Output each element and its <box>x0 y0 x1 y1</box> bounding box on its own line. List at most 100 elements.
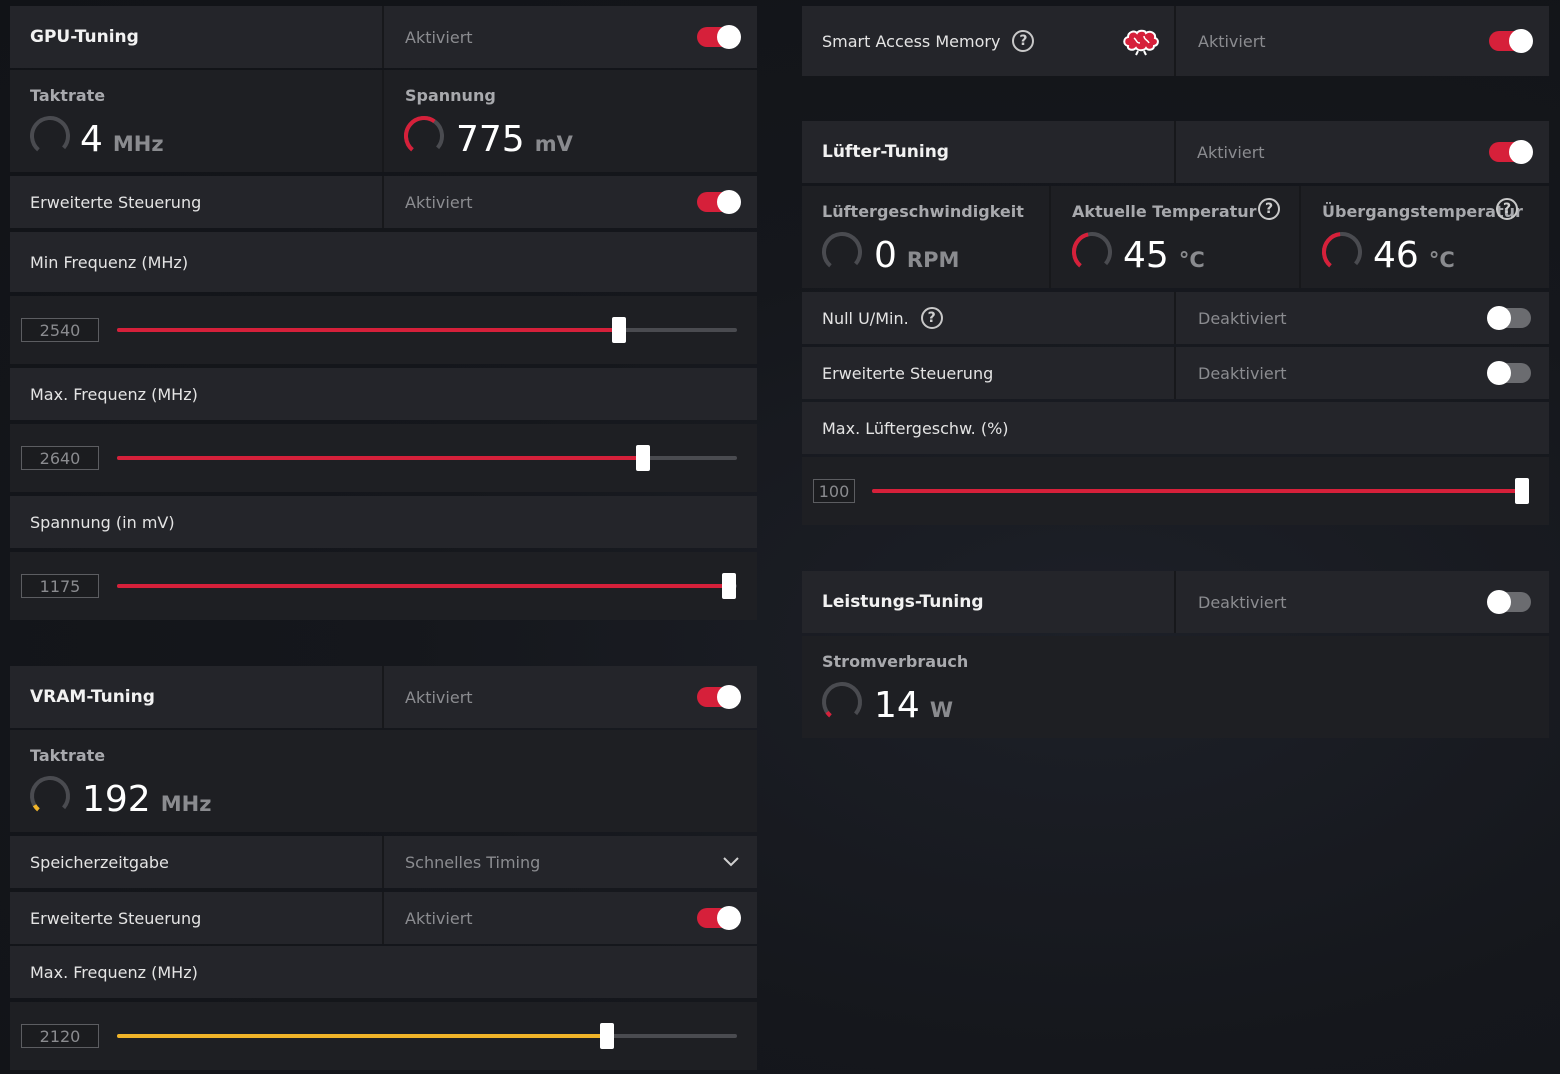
max-fan-speed-label: Max. Lüftergeschw. (%) <box>822 418 1009 438</box>
vram-tuning-status: Aktiviert <box>405 687 473 707</box>
vram-clock-label: Taktrate <box>30 746 106 765</box>
gpu-voltage-input[interactable]: 1175 <box>21 574 99 598</box>
gpu-voltage-label: Spannung <box>405 86 496 105</box>
max-fan-speed-slider-row: 100 <box>802 457 1549 525</box>
gpu-clock-value: 4 <box>80 119 103 160</box>
gpu-voltage-gauge <box>404 116 444 156</box>
gpu-min-freq-thumb[interactable] <box>612 317 627 343</box>
gpu-tuning-status: Aktiviert <box>405 27 473 47</box>
junction-temp-unit: °C <box>1428 248 1455 272</box>
vram-advanced-status: Aktiviert <box>405 908 473 928</box>
fan-advanced-status: Deaktiviert <box>1198 363 1287 383</box>
gpu-voltage-setting-label: Spannung (in mV) <box>30 512 175 532</box>
help-icon[interactable]: ? <box>920 307 943 329</box>
power-tuning-title: Leistungs-Tuning <box>822 592 984 612</box>
gpu-advanced-toggle[interactable] <box>697 190 741 214</box>
vram-advanced-toggle[interactable] <box>697 906 741 930</box>
fan-tuning-toggle[interactable] <box>1489 140 1533 164</box>
fan-speed-value: 0 <box>874 235 897 276</box>
vram-max-freq-thumb[interactable] <box>599 1023 614 1049</box>
zero-rpm-status: Deaktiviert <box>1198 308 1287 328</box>
zero-rpm-label: Null U/Min. <box>822 308 909 328</box>
help-icon[interactable]: ? <box>1496 198 1518 220</box>
gpu-min-freq-label: Min Frequenz (MHz) <box>30 252 189 272</box>
smart-access-memory-toggle[interactable] <box>1489 29 1533 53</box>
gpu-clock-metric: 4 MHz <box>80 122 164 158</box>
current-temp-metric: 45 °C <box>1123 238 1205 274</box>
gpu-voltage-thumb[interactable] <box>721 573 736 599</box>
vram-max-freq-input[interactable]: 2120 <box>21 1024 99 1048</box>
vram-timing-dropdown[interactable]: Schnelles Timing <box>384 836 757 888</box>
junction-temp-label: Übergangstemperatur <box>1322 202 1523 221</box>
vram-timing-value: Schnelles Timing <box>405 852 541 872</box>
gpu-metrics-row: Taktrate 4 MHz Spannung 775 mV <box>10 70 757 172</box>
max-fan-speed-label-row: Max. Lüftergeschw. (%) <box>802 402 1549 454</box>
gpu-min-freq-slider-row: 2540 <box>10 296 757 364</box>
power-draw-value: 14 <box>874 685 920 726</box>
current-temp-value: 45 <box>1123 235 1169 276</box>
fan-advanced-label: Erweiterte Steuerung <box>822 363 994 383</box>
help-icon[interactable]: ? <box>1258 198 1280 220</box>
gpu-tuning-toggle[interactable] <box>697 25 741 49</box>
junction-temp-value: 46 <box>1373 235 1419 276</box>
gpu-max-freq-input[interactable]: 2640 <box>21 446 99 470</box>
junction-temp-metric: 46 °C <box>1373 238 1455 274</box>
power-draw-unit: W <box>929 698 953 722</box>
fan-advanced-row: Erweiterte Steuerung Deaktiviert <box>802 347 1549 399</box>
gpu-voltage-slider[interactable] <box>117 573 737 599</box>
vram-timing-row: Speicherzeitgabe Schnelles Timing <box>10 836 757 888</box>
power-draw-gauge <box>822 682 862 722</box>
gpu-tuning-title: GPU-Tuning <box>30 27 139 47</box>
gpu-max-freq-thumb[interactable] <box>635 445 650 471</box>
gpu-advanced-label: Erweiterte Steuerung <box>30 192 202 212</box>
junction-temp-gauge <box>1322 232 1362 272</box>
max-fan-speed-thumb[interactable] <box>1515 478 1529 504</box>
fan-tuning-header: Lüfter-Tuning Aktiviert <box>802 121 1549 183</box>
help-icon[interactable]: ? <box>1012 30 1035 52</box>
zero-rpm-row: Null U/Min. ? Deaktiviert <box>802 292 1549 344</box>
fan-advanced-toggle[interactable] <box>1487 361 1531 385</box>
gpu-max-freq-slider-row: 2640 <box>10 424 757 492</box>
smart-access-memory-label: Smart Access Memory <box>822 31 1001 51</box>
gpu-min-freq-input[interactable]: 2540 <box>21 318 99 342</box>
gpu-min-freq-slider[interactable] <box>117 317 737 343</box>
gpu-clock-unit: MHz <box>112 132 164 156</box>
max-fan-speed-slider[interactable] <box>872 478 1529 504</box>
vram-clock-value: 192 <box>82 779 151 820</box>
zero-rpm-toggle[interactable] <box>1487 306 1531 330</box>
power-draw-label: Stromverbrauch <box>822 652 969 671</box>
vram-max-freq-slider-row: 2120 <box>10 1002 757 1070</box>
chevron-down-icon <box>723 857 739 867</box>
vram-max-freq-slider[interactable] <box>117 1023 737 1049</box>
max-fan-speed-input[interactable]: 100 <box>813 479 855 503</box>
gpu-voltage-slider-row: 1175 <box>10 552 757 620</box>
brain-icon <box>1123 29 1159 56</box>
vram-clock-gauge <box>29 776 70 816</box>
gpu-advanced-row: Erweiterte Steuerung Aktiviert <box>10 176 757 228</box>
gpu-voltage-unit: mV <box>534 132 573 156</box>
vram-max-freq-label-row: Max. Frequenz (MHz) <box>10 946 757 998</box>
fan-tuning-status: Aktiviert <box>1197 142 1265 162</box>
power-draw-metric: 14 W <box>874 688 953 724</box>
power-tuning-toggle[interactable] <box>1487 590 1531 614</box>
vram-advanced-row: Erweiterte Steuerung Aktiviert <box>10 892 757 944</box>
smart-access-memory-status: Aktiviert <box>1198 31 1266 51</box>
gpu-clock-label: Taktrate <box>30 86 106 105</box>
gpu-max-freq-slider[interactable] <box>117 445 737 471</box>
vram-advanced-label: Erweiterte Steuerung <box>30 908 202 928</box>
current-temp-unit: °C <box>1178 248 1205 272</box>
gpu-voltage-metric: 775 mV <box>456 122 573 158</box>
gpu-voltage-value: 775 <box>456 119 525 160</box>
gpu-max-freq-label: Max. Frequenz (MHz) <box>30 384 198 404</box>
fan-speed-unit: RPM <box>906 248 960 272</box>
gpu-min-freq-label-row: Min Frequenz (MHz) <box>10 232 757 292</box>
vram-tuning-toggle[interactable] <box>697 685 741 709</box>
fan-speed-gauge <box>822 232 862 272</box>
vram-metrics-row: Taktrate 192 MHz <box>10 730 757 832</box>
power-tuning-header: Leistungs-Tuning Deaktiviert <box>802 571 1549 633</box>
smart-access-memory-row: Smart Access Memory ? Aktiviert <box>802 6 1549 76</box>
vram-tuning-header: VRAM-Tuning Aktiviert <box>10 666 757 728</box>
gpu-clock-gauge <box>29 116 70 156</box>
vram-timing-label: Speicherzeitgabe <box>30 852 169 872</box>
current-temp-label: Aktuelle Temperatur <box>1072 202 1257 221</box>
